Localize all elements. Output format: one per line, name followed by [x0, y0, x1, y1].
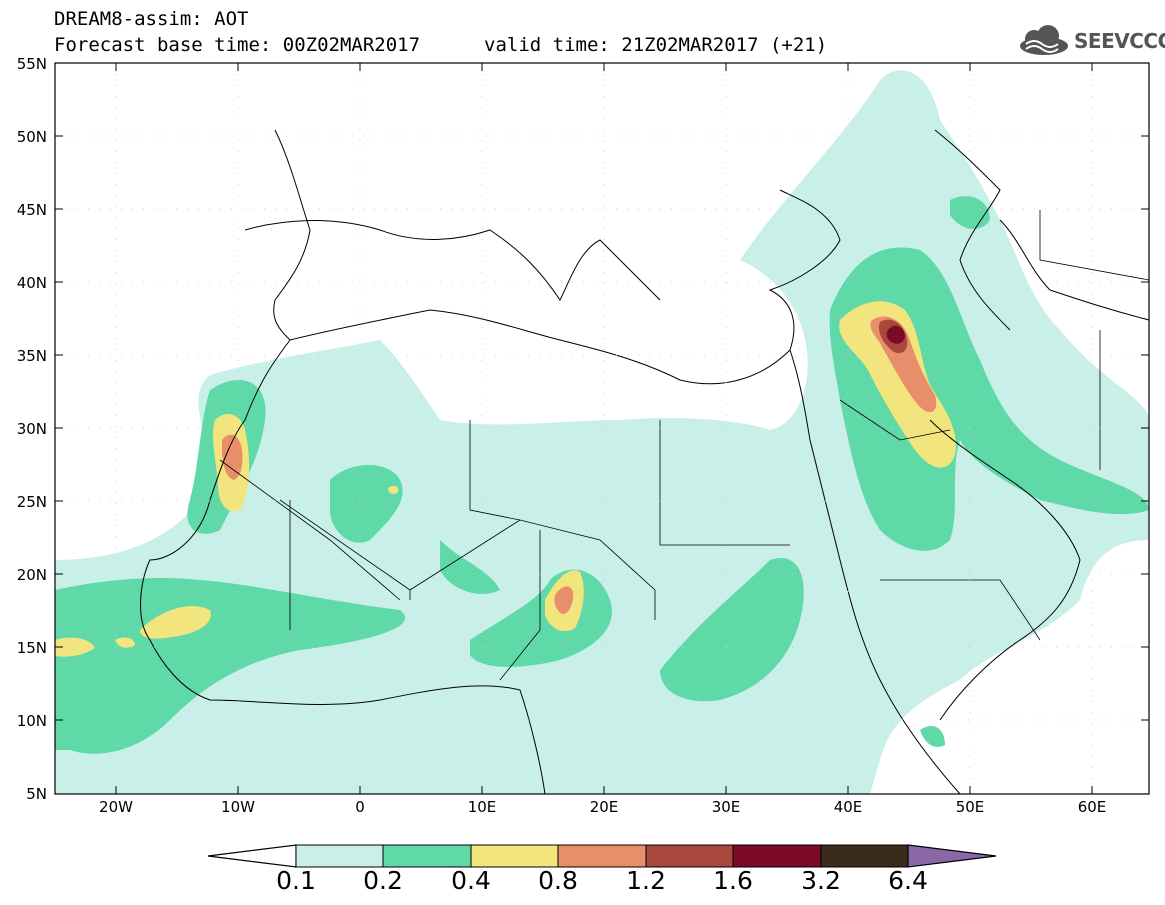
colorbar-label: 3.2: [801, 866, 841, 895]
borders: [219, 210, 1149, 681]
logo-text: SEEVCCC: [1074, 29, 1165, 53]
lon-label: 50E: [955, 798, 985, 816]
valid-time: valid time: 21Z02MAR2017 (+21): [484, 34, 828, 56]
lon-label: 20W: [99, 798, 133, 816]
colorbar-label: 0.1: [276, 866, 316, 895]
forecast-base-time: Forecast base time: 00Z02MAR2017: [54, 34, 421, 56]
colorbar-label: 1.2: [626, 866, 666, 895]
lon-label: 10W: [221, 798, 255, 816]
lon-label: 10E: [467, 798, 497, 816]
logo: SEEVCCC: [1016, 24, 1165, 60]
lat-label: 35N: [16, 347, 47, 365]
lon-label: 20E: [589, 798, 619, 816]
lat-label: 10N: [16, 712, 47, 730]
colorbar-label: 0.4: [451, 866, 491, 895]
lat-label: 5N: [26, 785, 47, 803]
colorbar-label: 6.4: [888, 866, 928, 895]
graticule: [55, 63, 1149, 794]
cloud-icon: [1020, 25, 1068, 55]
map-title: DREAM8-assim: AOT: [54, 8, 249, 30]
aot-fields: [55, 70, 1149, 794]
lon-label: 60E: [1077, 798, 1107, 816]
colorbar-label: 0.8: [538, 866, 578, 895]
lon-label: 0: [355, 798, 365, 816]
lat-label: 30N: [16, 420, 47, 438]
lat-label: 40N: [16, 274, 47, 292]
lat-label: 25N: [16, 493, 47, 511]
lat-label: 55N: [16, 55, 47, 73]
lat-label: 45N: [16, 201, 47, 219]
lon-label: 30E: [711, 798, 741, 816]
lat-label: 50N: [16, 128, 47, 146]
colorbar-label: 1.6: [713, 866, 753, 895]
lat-label: 15N: [16, 639, 47, 657]
lat-label: 20N: [16, 566, 47, 584]
colorbar-label: 0.2: [363, 866, 403, 895]
axis-ticks: [55, 63, 1149, 794]
lon-label: 40E: [833, 798, 863, 816]
